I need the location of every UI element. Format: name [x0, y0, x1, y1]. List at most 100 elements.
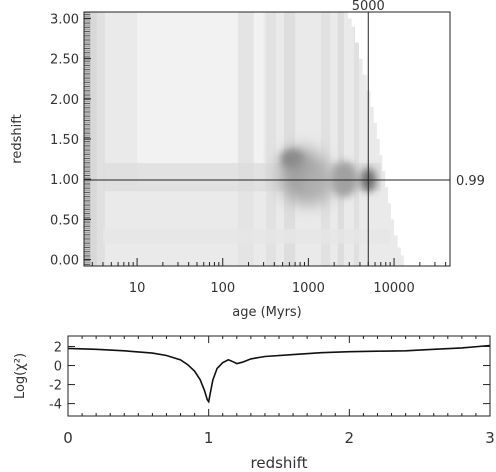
strip-line	[84, 253, 90, 255]
heatmap-x-tick-label: 100	[210, 281, 235, 296]
strip-line	[84, 223, 90, 225]
strip-line	[84, 219, 90, 221]
strip-line	[84, 24, 90, 26]
heatmap-column-band	[266, 12, 277, 266]
strip-line	[84, 234, 90, 236]
strip-line	[84, 251, 90, 253]
strip-line	[84, 107, 90, 109]
chi2-x-tick-label: 2	[345, 429, 355, 447]
strip-line	[84, 255, 90, 257]
strip-line	[84, 50, 90, 52]
strip-line	[84, 166, 90, 168]
strip-line	[84, 94, 90, 96]
strip-line	[84, 128, 90, 130]
heatmap-column-band	[91, 12, 97, 266]
heatmap-column-band	[320, 12, 331, 266]
strip-line	[84, 77, 90, 79]
strip-line	[84, 238, 90, 240]
strip-line	[84, 244, 90, 246]
strip-line	[84, 263, 90, 265]
strip-line	[84, 155, 90, 157]
chi2-y-axis-title-text: Log(χ²)	[13, 353, 28, 399]
chi2-y-axis-title: Log(χ²)	[13, 353, 28, 399]
strip-line	[84, 35, 90, 37]
strip-line	[84, 246, 90, 248]
strip-line	[84, 208, 90, 210]
heatmap-minimum-blob	[280, 149, 305, 170]
strip-line	[84, 14, 90, 16]
strip-line	[84, 43, 90, 45]
strip-line	[84, 86, 90, 88]
strip-line	[84, 122, 90, 124]
heatmap-y-tick-label: 1.50	[50, 133, 79, 148]
strip-line	[84, 202, 90, 204]
strip-line	[84, 174, 90, 176]
strip-line	[84, 60, 90, 62]
strip-line	[84, 16, 90, 18]
chi2-y-tick-label: 0	[54, 360, 62, 375]
heatmap-y-tick-label: 2.00	[50, 93, 79, 108]
chi2-frame	[67, 335, 491, 417]
strip-line	[84, 213, 90, 215]
strip-line	[84, 83, 90, 85]
strip-line	[84, 151, 90, 153]
strip-line	[84, 47, 90, 49]
strip-line	[84, 126, 90, 128]
strip-line	[84, 22, 90, 24]
heatmap-minimum-blob	[329, 161, 358, 198]
strip-line	[84, 31, 90, 33]
strip-line	[84, 189, 90, 191]
strip-line	[84, 172, 90, 174]
heatmap-column-band	[237, 12, 254, 266]
heatmap-x-tick-label: 10000	[373, 281, 414, 296]
strip-line	[84, 20, 90, 22]
strip-line	[84, 261, 90, 263]
strip-line	[84, 132, 90, 134]
strip-line	[84, 39, 90, 41]
strip-line	[84, 134, 90, 136]
strip-line	[84, 210, 90, 212]
strip-line	[84, 158, 90, 160]
heatmap-y-tick-label: 3.00	[50, 12, 79, 27]
strip-line	[84, 100, 90, 102]
strip-line	[84, 185, 90, 187]
strip-line	[84, 75, 90, 77]
strip-line	[84, 240, 90, 242]
strip-line	[84, 130, 90, 132]
strip-line	[84, 64, 90, 66]
strip-line	[84, 67, 90, 69]
heatmap-column-band	[284, 12, 296, 266]
strip-line	[84, 33, 90, 35]
strip-line	[84, 217, 90, 219]
strip-line	[84, 26, 90, 28]
chi2-series-line	[67, 344, 491, 404]
strip-line	[84, 227, 90, 229]
strip-line	[84, 79, 90, 81]
heatmap-frame	[83, 11, 451, 267]
strip-line	[84, 28, 90, 30]
strip-line	[84, 111, 90, 113]
heatmap-row-band	[103, 229, 391, 244]
strip-line	[84, 145, 90, 147]
strip-line	[84, 92, 90, 94]
strip-line	[84, 141, 90, 143]
strip-line	[84, 215, 90, 217]
heatmap-panel: 10 100 1000 10000 0.00 0.50 1.00 1.50 2.00 2.50 3.…	[10, 0, 485, 320]
strip-line	[84, 164, 90, 166]
heatmap-ticks: 10 100 1000 10000 0.00 0.50 1.00 1.50 2.00 2.50 3.…	[50, 12, 447, 296]
strip-line	[84, 168, 90, 170]
strip-line	[84, 124, 90, 126]
strip-line	[84, 96, 90, 98]
heatmap-column-band	[353, 12, 360, 266]
strip-line	[84, 113, 90, 115]
chi2-x-tick-label: 0	[63, 429, 73, 447]
strip-line	[84, 90, 90, 92]
strip-line	[84, 73, 90, 75]
strip-line	[84, 259, 90, 261]
heatmap-excluded-region	[348, 12, 450, 266]
strip-line	[84, 206, 90, 208]
chi2-x-axis-title: redshift	[251, 454, 308, 472]
heatmap-x-tick-label: 10	[129, 281, 146, 296]
strip-line	[84, 69, 90, 71]
